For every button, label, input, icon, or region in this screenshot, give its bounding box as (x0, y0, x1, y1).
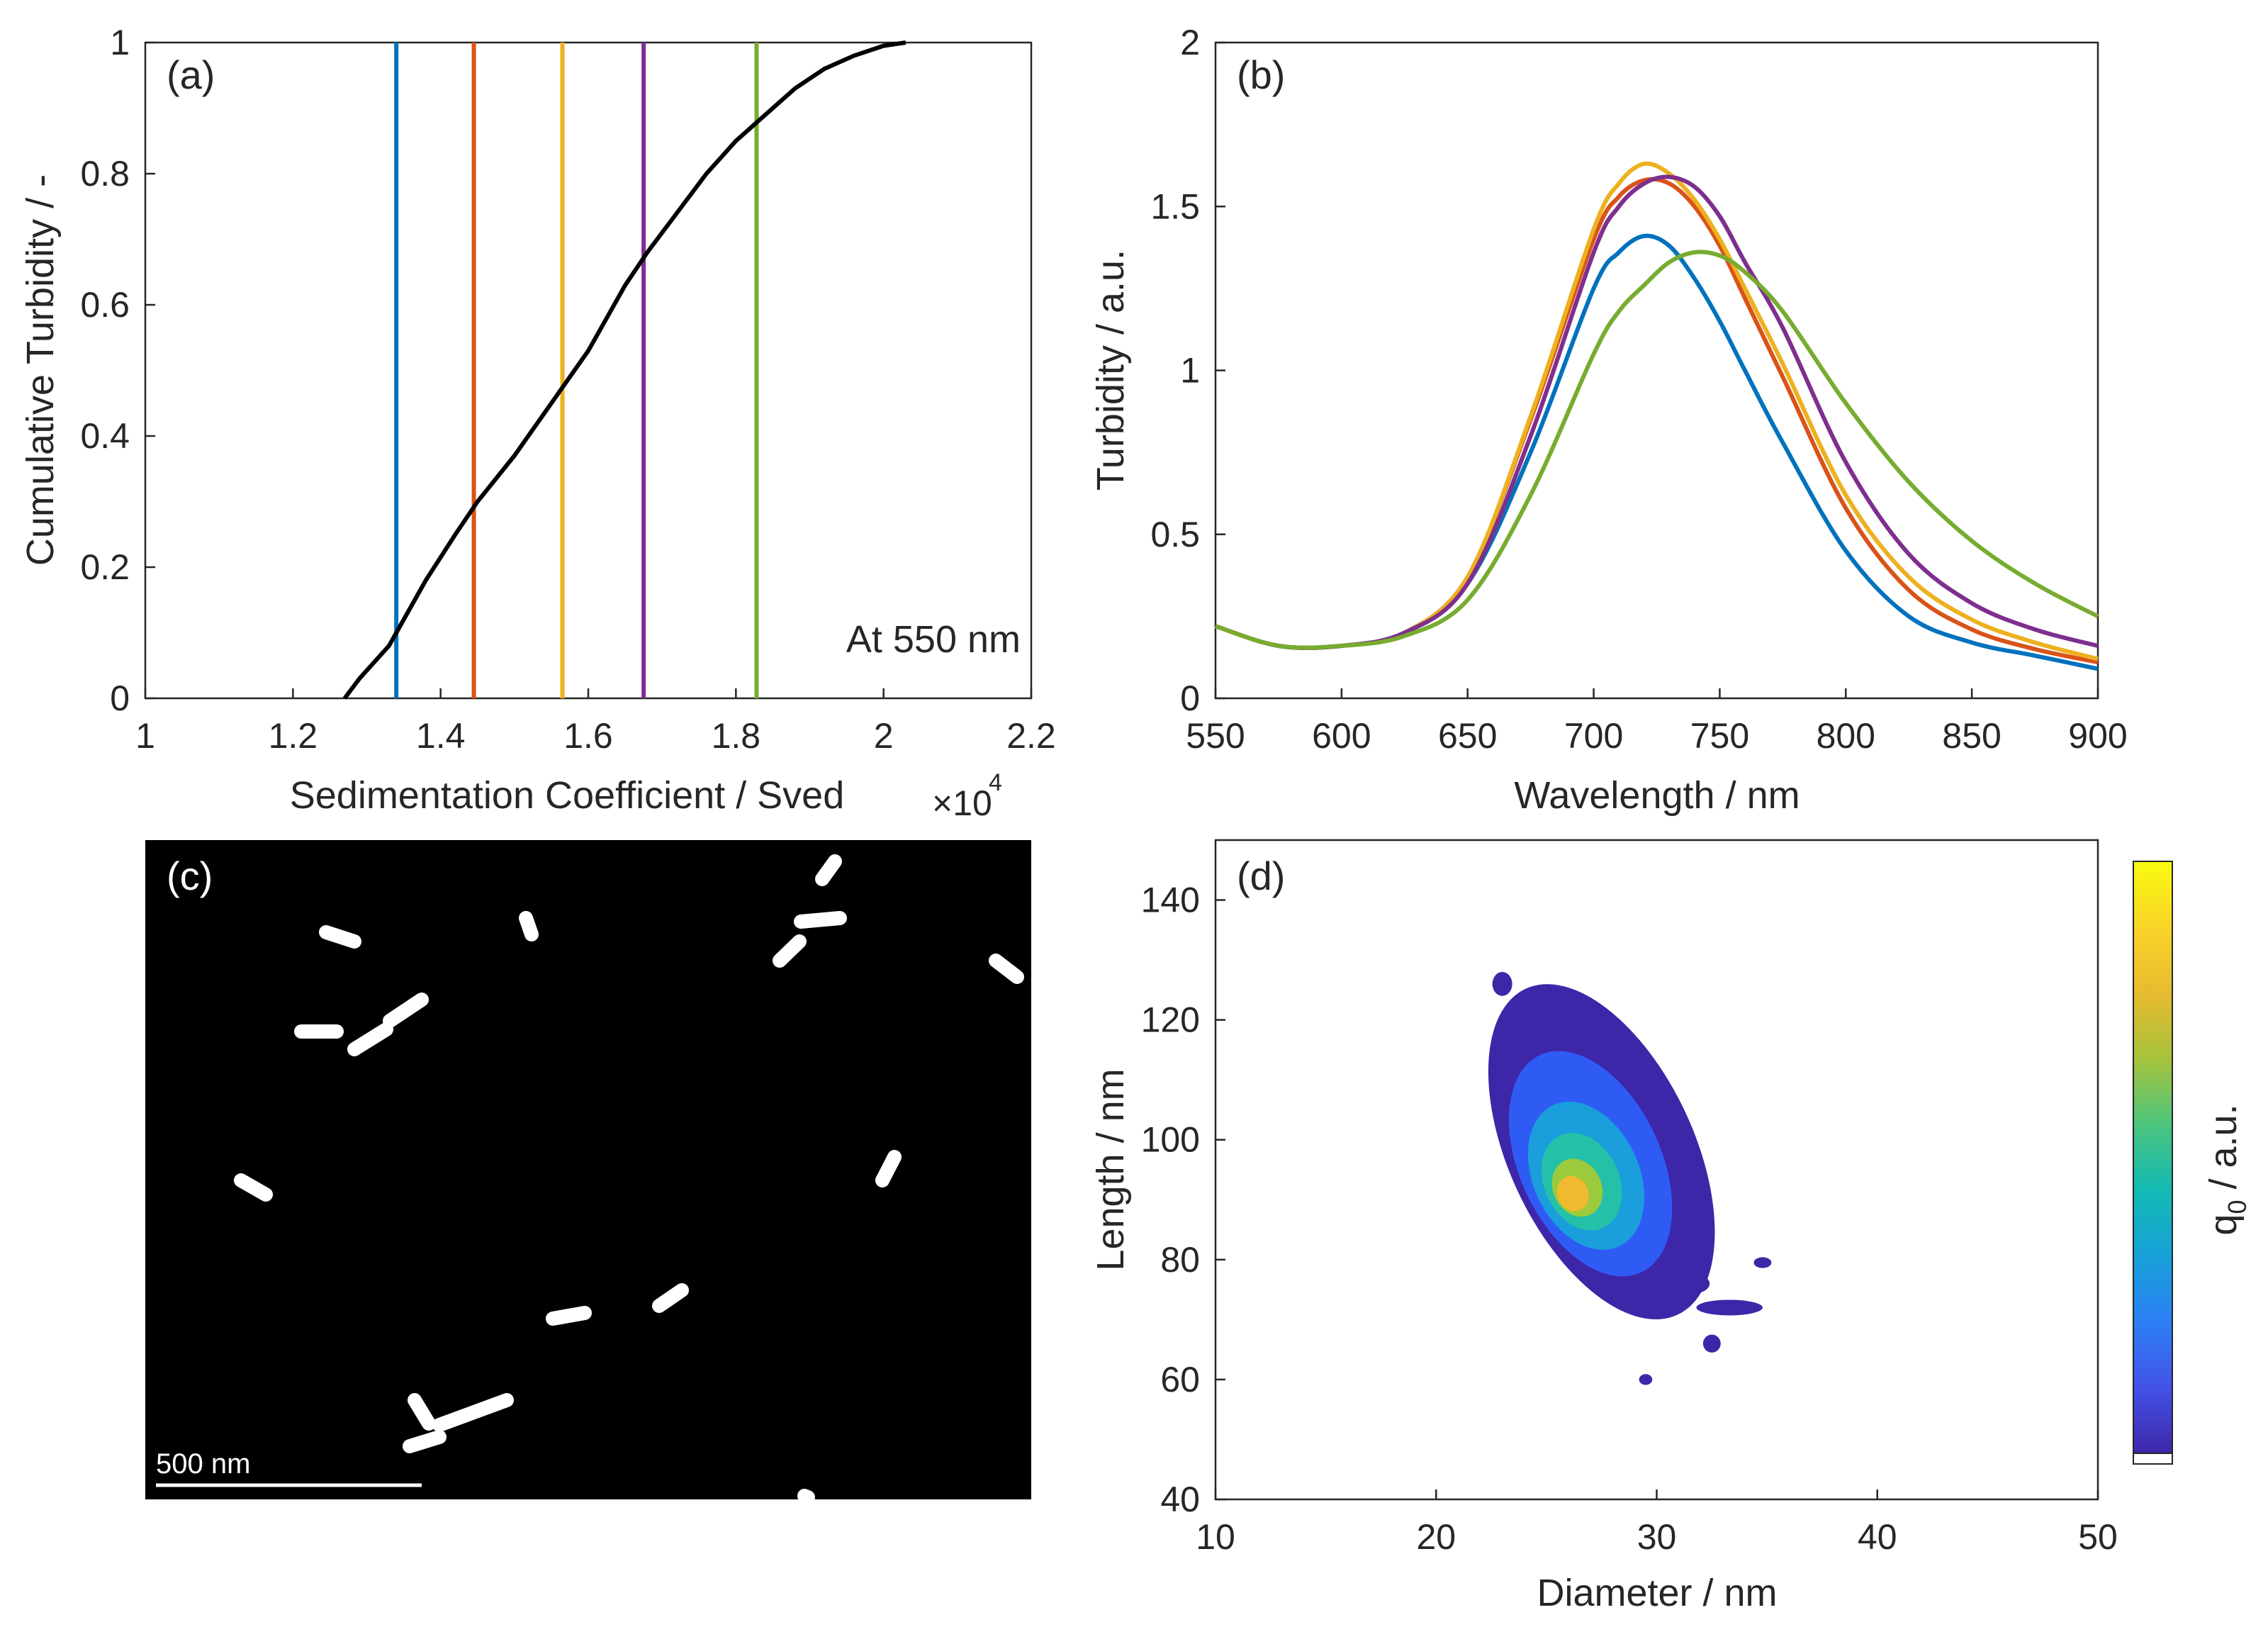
b-xtick-label: 700 (1564, 716, 1623, 756)
colorbar-label: q0 / a.u. (2202, 1104, 2252, 1235)
y-axis-label-a: Cumulative Turbidity / - (19, 174, 62, 566)
spectrum-blue (1215, 233, 2099, 671)
a-xtick-label: 1.4 (416, 716, 466, 756)
panel-label-c: (c) (167, 854, 213, 898)
d-ytick-label: 80 (1160, 1240, 1200, 1280)
density-satellite (1753, 1257, 1772, 1268)
a-ytick-label: 0.6 (80, 285, 130, 325)
b-ytick-label: 0.5 (1150, 515, 1200, 554)
a-ytick-label: 0 (110, 678, 130, 718)
density-satellite (1639, 1374, 1653, 1385)
panel-label-a: (a) (167, 52, 215, 97)
x-axis-label-a: Sedimentation Coefficient / Sved (290, 774, 844, 817)
a-xtick-label: 1.2 (269, 716, 318, 756)
d-xtick-label: 40 (1858, 1517, 1897, 1557)
b-ytick-label: 1 (1180, 351, 1200, 391)
d-xtick-label: 30 (1637, 1517, 1677, 1557)
scale-bar-label: 500 nm (156, 1448, 250, 1480)
a-xtick-label: 1.8 (712, 716, 761, 756)
b-xtick-label: 750 (1690, 716, 1749, 756)
panel-d-size-distribution: 10 20 30 40 50 40 60 80 100 120 140 (d) Diameter … (1089, 839, 2252, 1614)
d-ytick-label: 140 (1141, 880, 1200, 920)
b-xtick-label: 900 (2068, 716, 2127, 756)
a-xtick-label: 2.2 (1006, 716, 1056, 756)
d-ytick-label: 120 (1141, 1000, 1200, 1040)
tem-micrograph (145, 840, 1031, 1499)
b-xtick-label: 650 (1438, 716, 1497, 756)
nanorods (234, 854, 1024, 1504)
density-satellite (1696, 1299, 1763, 1316)
d-xtick-label: 10 (1196, 1517, 1235, 1557)
density-satellite (1492, 972, 1512, 996)
b-xtick-label: 850 (1942, 716, 2001, 756)
b-xtick-label: 600 (1312, 716, 1371, 756)
a-ytick-label: 0.2 (80, 547, 130, 587)
spectrum-purple (1215, 174, 2099, 650)
panel-b-turbidity-spectra: 550 600 650 700 750 800 850 900 0 0.5 1 1.5 2 (b) W… (1089, 23, 2128, 817)
d-xtick-label: 20 (1416, 1517, 1456, 1557)
d-xtick-label: 50 (2078, 1517, 2118, 1557)
a-ytick-label: 0.4 (80, 416, 130, 456)
y-axis-label-d: Length / nm (1089, 1068, 1132, 1270)
a-xtick-label: 2 (874, 716, 894, 756)
density-satellite (1702, 1334, 1721, 1353)
a-ytick-label: 1 (110, 23, 130, 62)
b-xtick-label: 550 (1186, 716, 1245, 756)
b-ytick-label: 1.5 (1150, 186, 1200, 226)
annotation-wavelength: At 550 nm (846, 618, 1021, 661)
panel-label-d: (d) (1237, 854, 1285, 898)
a-xtick-label: 1 (135, 716, 155, 756)
d-ytick-label: 60 (1160, 1360, 1200, 1399)
b-ytick-label: 2 (1180, 23, 1200, 62)
panel-a-cumulative-turbidity: (a) At 550 nm 1 1.2 1.4 1.6 1.8 2 2.2 0 0.2 0.4 0… (19, 23, 1056, 823)
spectrum-orange (1215, 177, 2099, 665)
x-axis-label-d: Diameter / nm (1537, 1572, 1777, 1614)
x-multiplier-exponent-a: 4 (989, 769, 1002, 796)
spectrum-green (1215, 250, 2099, 650)
y-axis-label-b: Turbidity / a.u. (1089, 250, 1132, 491)
panel-label-b: (b) (1237, 52, 1285, 97)
a-ytick-label: 0.8 (80, 154, 130, 194)
x-multiplier-a: ×10 (932, 783, 992, 823)
b-ytick-label: 0 (1180, 678, 1200, 718)
colorbar (2133, 861, 2173, 1454)
panel-c-tem-image: (c) 500 nm (145, 840, 1031, 1504)
density-contour (1556, 1176, 1589, 1212)
d-ytick-label: 100 (1141, 1120, 1200, 1160)
x-axis-label-b: Wavelength / nm (1514, 774, 1800, 817)
d-ytick-label: 40 (1160, 1480, 1200, 1519)
b-xtick-label: 800 (1817, 716, 1875, 756)
cumulative-curve (342, 40, 906, 700)
a-xtick-label: 1.6 (563, 716, 613, 756)
